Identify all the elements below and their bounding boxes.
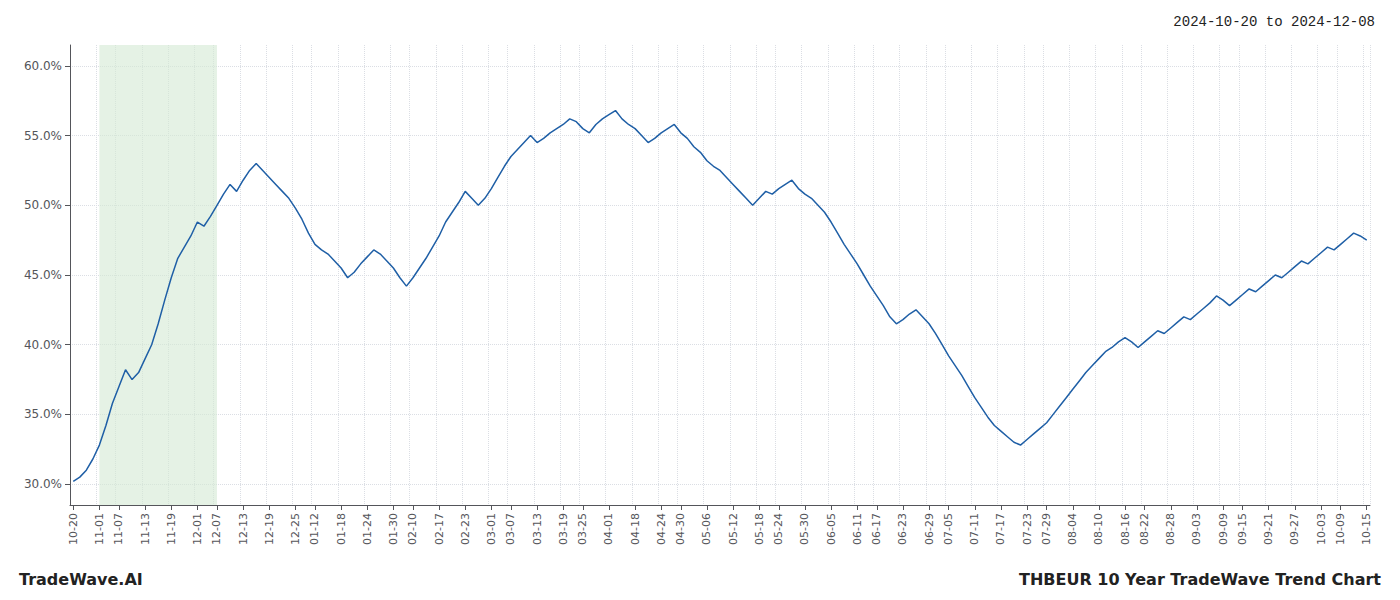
svg-text:40.0%: 40.0% [24,338,62,352]
svg-text:11-01: 11-01 [93,513,106,545]
svg-text:THBEUR 10 Year TradeWave Trend: THBEUR 10 Year TradeWave Trend Chart [1019,570,1381,589]
svg-text:30.0%: 30.0% [24,477,62,491]
svg-text:03-13: 03-13 [531,513,544,545]
svg-text:10-20: 10-20 [67,513,80,545]
svg-text:06-29: 06-29 [923,513,936,545]
svg-text:07-17: 07-17 [994,513,1007,545]
svg-text:02-10: 02-10 [406,513,419,545]
svg-text:35.0%: 35.0% [24,407,62,421]
svg-text:06-23: 06-23 [896,513,909,545]
svg-text:01-24: 01-24 [361,513,374,545]
svg-text:01-30: 01-30 [387,513,400,545]
svg-text:05-18: 05-18 [753,513,766,545]
svg-text:11-13: 11-13 [139,513,152,545]
svg-text:03-07: 03-07 [504,513,517,545]
svg-text:04-18: 04-18 [629,513,642,545]
svg-text:06-11: 06-11 [851,513,864,545]
svg-text:10-15: 10-15 [1360,513,1373,545]
svg-text:01-12: 01-12 [308,513,321,545]
svg-text:03-01: 03-01 [485,513,498,545]
svg-text:2024-10-20 to 2024-12-08: 2024-10-20 to 2024-12-08 [1173,14,1375,30]
svg-text:55.0%: 55.0% [24,129,62,143]
svg-text:12-13: 12-13 [237,513,250,545]
svg-text:12-25: 12-25 [289,513,302,545]
svg-text:09-09: 09-09 [1217,513,1230,545]
svg-text:10-03: 10-03 [1315,513,1328,545]
svg-text:09-03: 09-03 [1190,513,1203,545]
svg-text:04-24: 04-24 [655,513,668,545]
svg-text:07-11: 07-11 [968,513,981,545]
svg-text:02-17: 02-17 [433,513,446,545]
svg-text:05-30: 05-30 [798,513,811,545]
svg-text:45.0%: 45.0% [24,268,62,282]
svg-text:11-07: 11-07 [112,513,125,545]
svg-text:05-06: 05-06 [700,513,713,545]
svg-text:12-19: 12-19 [263,513,276,545]
svg-text:06-05: 06-05 [825,513,838,545]
svg-text:07-23: 07-23 [1021,513,1034,545]
svg-text:08-28: 08-28 [1164,513,1177,545]
svg-text:11-19: 11-19 [165,513,178,545]
svg-text:04-01: 04-01 [602,513,615,545]
svg-text:05-24: 05-24 [772,513,785,545]
svg-text:08-10: 08-10 [1092,513,1105,545]
svg-text:01-18: 01-18 [335,513,348,545]
svg-text:09-15: 09-15 [1236,513,1249,545]
svg-text:08-22: 08-22 [1138,513,1151,545]
svg-text:12-01: 12-01 [191,513,204,545]
svg-text:03-25: 03-25 [576,513,589,545]
svg-text:05-12: 05-12 [727,513,740,545]
svg-text:TradeWave.AI: TradeWave.AI [19,570,143,589]
svg-text:09-21: 09-21 [1262,513,1275,545]
svg-text:04-30: 04-30 [674,513,687,545]
svg-text:08-04: 08-04 [1066,513,1079,545]
svg-text:02-23: 02-23 [459,513,472,545]
svg-text:07-29: 07-29 [1040,513,1053,545]
svg-text:60.0%: 60.0% [24,59,62,73]
svg-text:50.0%: 50.0% [24,198,62,212]
svg-text:06-17: 06-17 [870,513,883,545]
svg-text:07-05: 07-05 [942,513,955,545]
svg-text:09-27: 09-27 [1288,513,1301,545]
svg-text:12-07: 12-07 [210,513,223,545]
svg-text:03-19: 03-19 [557,513,570,545]
svg-text:10-09: 10-09 [1334,513,1347,545]
svg-text:08-16: 08-16 [1119,513,1132,545]
